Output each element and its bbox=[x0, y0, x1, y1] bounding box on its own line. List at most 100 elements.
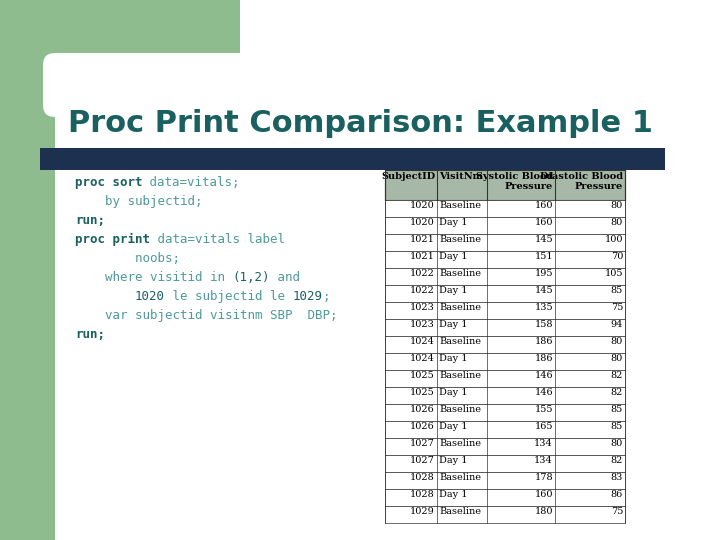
Bar bbox=[385, 302, 625, 319]
Text: 178: 178 bbox=[534, 473, 553, 482]
Text: proc sort: proc sort bbox=[75, 176, 143, 189]
Text: 80: 80 bbox=[611, 201, 623, 210]
Text: Day 1: Day 1 bbox=[439, 388, 467, 397]
Text: Day 1: Day 1 bbox=[439, 422, 467, 431]
Text: 1025: 1025 bbox=[410, 388, 435, 397]
Text: 1026: 1026 bbox=[410, 422, 435, 431]
Text: 1020: 1020 bbox=[410, 201, 435, 210]
Text: 1028: 1028 bbox=[410, 473, 435, 482]
Text: Proc Print Comparison: Example 1: Proc Print Comparison: Example 1 bbox=[68, 109, 653, 138]
Text: Day 1: Day 1 bbox=[439, 320, 467, 329]
Bar bbox=[385, 251, 625, 268]
Text: Baseline: Baseline bbox=[439, 473, 481, 482]
Text: 82: 82 bbox=[611, 371, 623, 380]
Text: 151: 151 bbox=[534, 252, 553, 261]
Text: Systolic Blood
Pressure: Systolic Blood Pressure bbox=[476, 172, 553, 191]
Text: 80: 80 bbox=[611, 354, 623, 363]
Bar bbox=[385, 472, 625, 489]
Text: 1021: 1021 bbox=[410, 235, 435, 244]
Text: 82: 82 bbox=[611, 388, 623, 397]
Text: 100: 100 bbox=[605, 235, 623, 244]
Text: 1023: 1023 bbox=[410, 303, 435, 312]
Text: 1027: 1027 bbox=[410, 456, 435, 465]
Text: 82: 82 bbox=[611, 456, 623, 465]
Text: 146: 146 bbox=[534, 371, 553, 380]
Text: 165: 165 bbox=[534, 422, 553, 431]
Text: 1020: 1020 bbox=[410, 218, 435, 227]
Text: 1022: 1022 bbox=[410, 286, 435, 295]
Text: 160: 160 bbox=[534, 218, 553, 227]
Text: 160: 160 bbox=[534, 201, 553, 210]
Text: 135: 135 bbox=[534, 303, 553, 312]
Text: 1023: 1023 bbox=[410, 320, 435, 329]
Text: SubjectID: SubjectID bbox=[381, 172, 435, 181]
Text: 85: 85 bbox=[611, 422, 623, 431]
Text: 158: 158 bbox=[534, 320, 553, 329]
Text: 1020: 1020 bbox=[135, 290, 165, 303]
Text: 145: 145 bbox=[534, 286, 553, 295]
Text: and: and bbox=[270, 271, 300, 284]
Text: 70: 70 bbox=[611, 252, 623, 261]
Bar bbox=[385, 268, 625, 285]
Text: 186: 186 bbox=[534, 337, 553, 346]
Text: where visitid in: where visitid in bbox=[75, 271, 233, 284]
Text: 75: 75 bbox=[611, 507, 623, 516]
Text: 1027: 1027 bbox=[410, 439, 435, 448]
Text: proc print: proc print bbox=[75, 233, 150, 246]
Bar bbox=[385, 421, 625, 438]
Bar bbox=[385, 455, 625, 472]
Text: 85: 85 bbox=[611, 405, 623, 414]
Text: run;: run; bbox=[75, 328, 105, 341]
Text: 1025: 1025 bbox=[410, 371, 435, 380]
Bar bbox=[0, 0, 55, 540]
Text: 145: 145 bbox=[534, 235, 553, 244]
Text: data=vitals;: data=vitals; bbox=[143, 176, 240, 189]
Text: 134: 134 bbox=[534, 456, 553, 465]
Text: Day 1: Day 1 bbox=[439, 286, 467, 295]
Text: Baseline: Baseline bbox=[439, 235, 481, 244]
Bar bbox=[385, 387, 625, 404]
Text: Baseline: Baseline bbox=[439, 507, 481, 516]
Bar bbox=[385, 336, 625, 353]
Text: 1024: 1024 bbox=[410, 354, 435, 363]
Text: 1021: 1021 bbox=[410, 252, 435, 261]
Text: 105: 105 bbox=[605, 269, 623, 278]
Text: 86: 86 bbox=[611, 490, 623, 499]
Text: data=vitals label: data=vitals label bbox=[150, 233, 285, 246]
Text: Day 1: Day 1 bbox=[439, 218, 467, 227]
Text: 160: 160 bbox=[534, 490, 553, 499]
Text: 1029: 1029 bbox=[410, 507, 435, 516]
Bar bbox=[385, 489, 625, 506]
Text: Diastolic Blood
Pressure: Diastolic Blood Pressure bbox=[540, 172, 623, 191]
Text: 155: 155 bbox=[534, 405, 553, 414]
Bar bbox=[385, 353, 625, 370]
Bar bbox=[385, 370, 625, 387]
Text: Baseline: Baseline bbox=[439, 201, 481, 210]
Text: (1,2): (1,2) bbox=[233, 271, 270, 284]
Text: 1026: 1026 bbox=[410, 405, 435, 414]
Text: 1022: 1022 bbox=[410, 269, 435, 278]
Bar bbox=[385, 506, 625, 523]
Text: Baseline: Baseline bbox=[439, 405, 481, 414]
Text: Baseline: Baseline bbox=[439, 371, 481, 380]
Bar bbox=[385, 170, 625, 200]
FancyBboxPatch shape bbox=[43, 53, 252, 117]
Text: var subjectid visitnm SBP  DBP;: var subjectid visitnm SBP DBP; bbox=[75, 309, 338, 322]
Text: 195: 195 bbox=[534, 269, 553, 278]
Text: Day 1: Day 1 bbox=[439, 490, 467, 499]
Text: 80: 80 bbox=[611, 337, 623, 346]
Text: ;: ; bbox=[323, 290, 330, 303]
Bar bbox=[0, 0, 240, 90]
Text: 180: 180 bbox=[534, 507, 553, 516]
Text: 80: 80 bbox=[611, 218, 623, 227]
Text: VisitNm: VisitNm bbox=[439, 172, 483, 181]
Text: Baseline: Baseline bbox=[439, 269, 481, 278]
Text: 83: 83 bbox=[611, 473, 623, 482]
Text: by subjectid;: by subjectid; bbox=[75, 195, 202, 208]
Bar bbox=[385, 319, 625, 336]
Bar bbox=[55, 80, 720, 540]
Text: Day 1: Day 1 bbox=[439, 354, 467, 363]
Text: Baseline: Baseline bbox=[439, 303, 481, 312]
Text: 94: 94 bbox=[611, 320, 623, 329]
Text: Baseline: Baseline bbox=[439, 439, 481, 448]
